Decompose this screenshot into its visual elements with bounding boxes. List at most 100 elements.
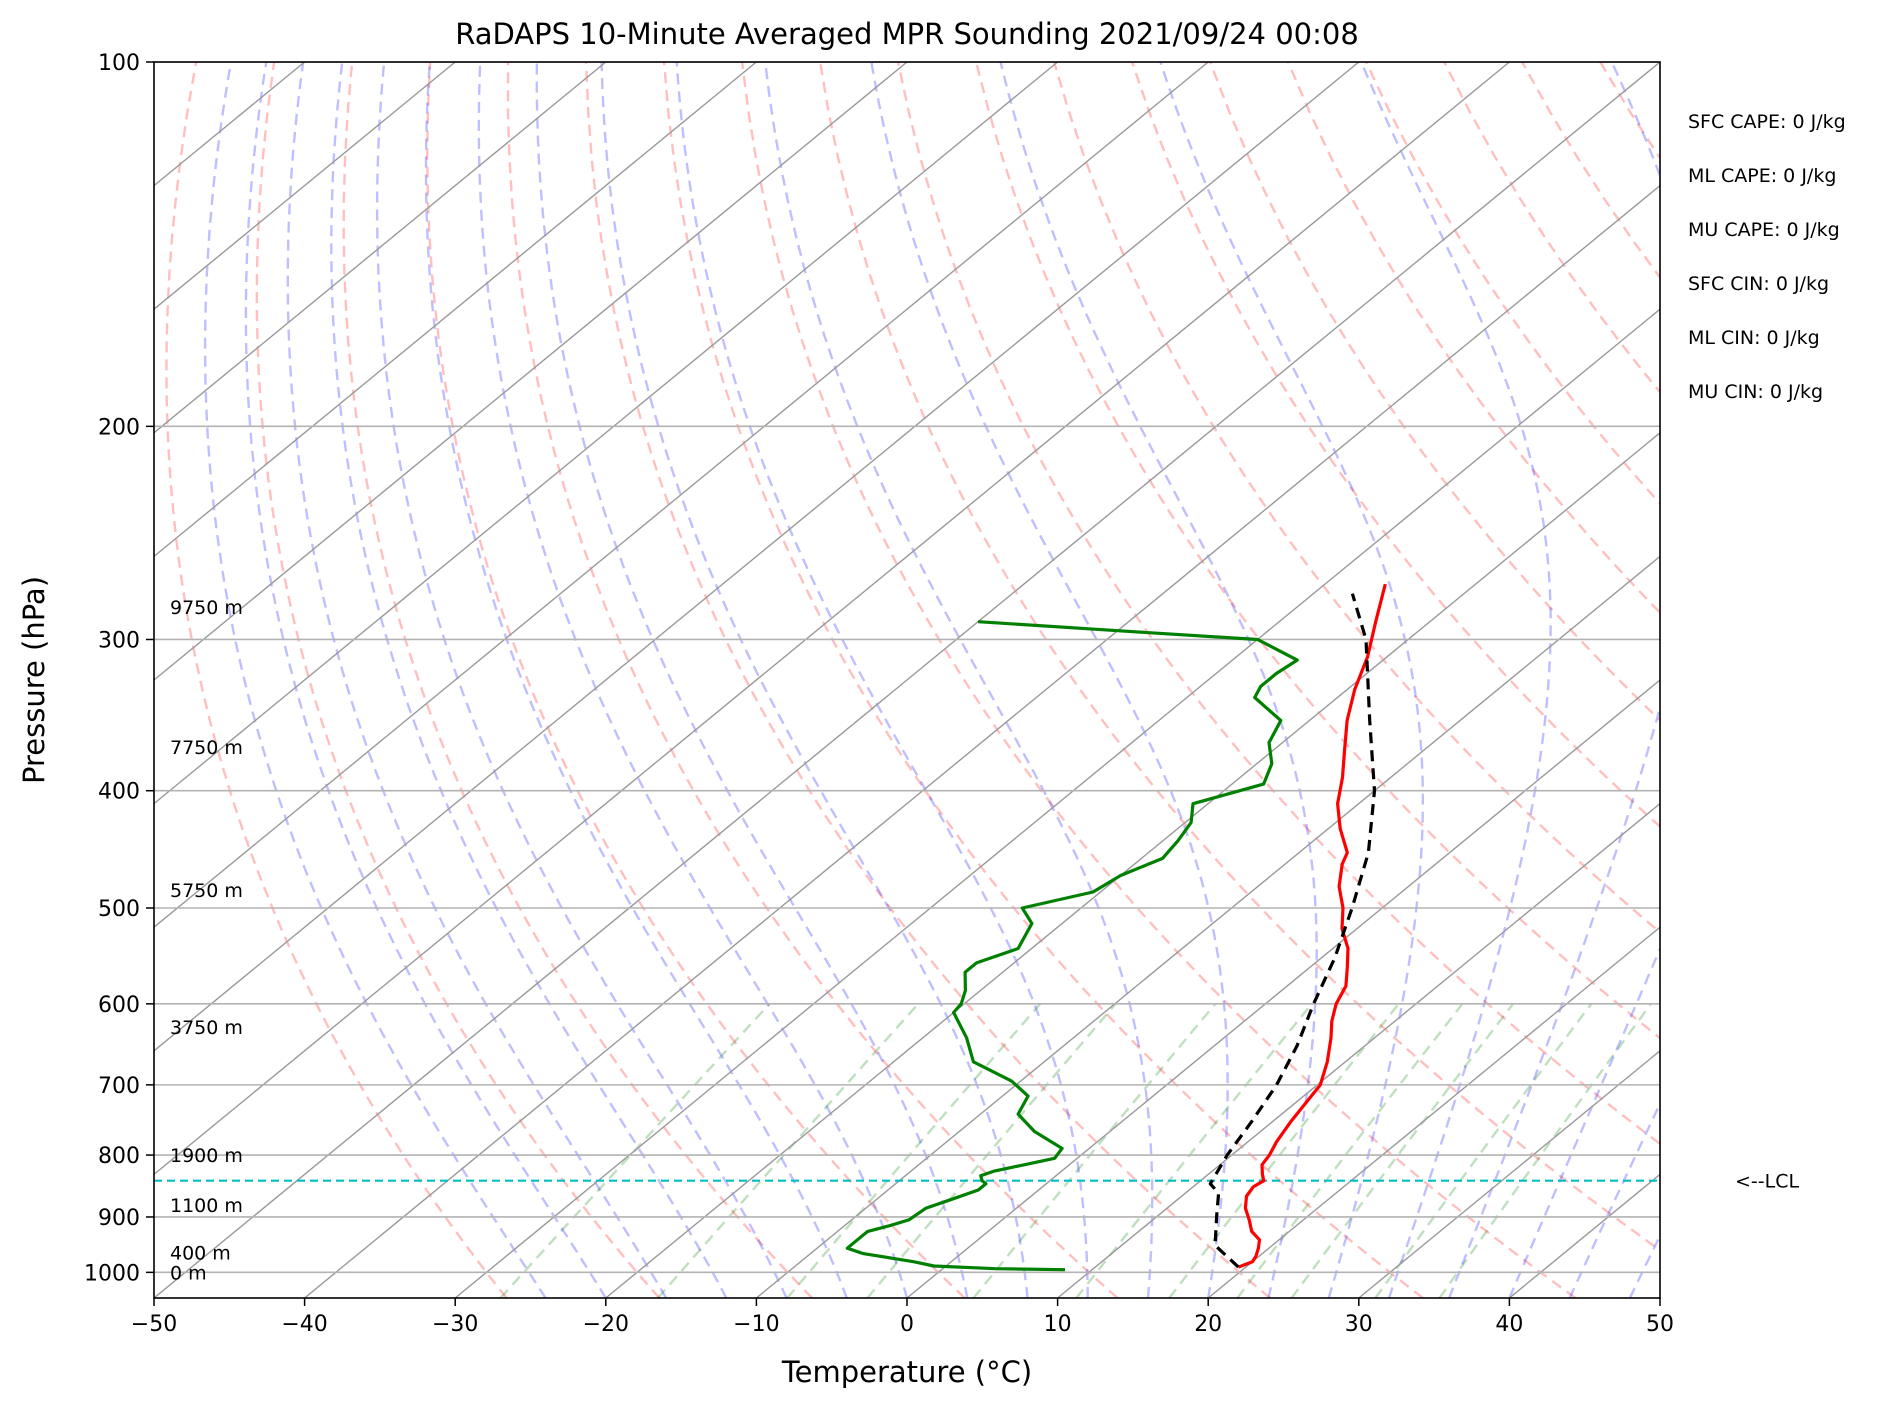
moist-adiabat [1568, 1101, 1660, 1298]
isotherm [1057, 802, 1660, 1298]
moist-adiabat [1159, 62, 1425, 1298]
x-tick-label: −20 [583, 1312, 629, 1337]
x-tick-label: −30 [432, 1312, 478, 1337]
x-tick-label: 20 [1194, 1312, 1222, 1337]
plot-area [154, 62, 1660, 1298]
x-tick-label: 50 [1646, 1312, 1674, 1337]
moist-adiabat [424, 62, 848, 1298]
y-tick-label: 500 [98, 897, 140, 922]
x-tick-label: −50 [131, 1312, 177, 1337]
stat-label: SFC CIN: 0 J/kg [1688, 273, 1829, 295]
dry-adiabat [896, 62, 1660, 1146]
moist-adiabat [675, 62, 1089, 1298]
mixing-ratio-lines [499, 1002, 1652, 1298]
isotherm [154, 62, 607, 434]
y-tick-label: 400 [98, 780, 140, 805]
mixing-ratio-line [1075, 1003, 1313, 1298]
lcl-annotation: <--LCL [1735, 1171, 1799, 1193]
moist-adiabat [870, 62, 1229, 1298]
height-label: 7750 m [170, 737, 243, 759]
x-tick-label: 30 [1345, 1312, 1373, 1337]
stat-label: ML CIN: 0 J/kg [1688, 327, 1820, 349]
x-axis-label: Temperature (°C) [781, 1355, 1032, 1389]
x-axis-ticks: −50 −40 −30 −20 −10 0 10 20 30 40 50 [131, 1298, 1674, 1337]
moist-adiabat [203, 62, 547, 1298]
x-tick-label: −40 [281, 1312, 327, 1337]
mixing-ratio-line [1236, 1003, 1464, 1298]
y-tick-label: 900 [98, 1206, 140, 1231]
isotherm [154, 62, 1660, 1298]
dry-adiabat [740, 62, 1577, 1298]
moist-adiabat [330, 62, 728, 1298]
moist-adiabat [535, 62, 969, 1298]
y-tick-label: 1000 [84, 1261, 140, 1286]
isotherm [154, 62, 1360, 1052]
height-label: 1900 m [170, 1145, 243, 1167]
stat-label: SFC CAPE: 0 J/kg [1688, 111, 1846, 133]
dry-adiabat [1052, 62, 1660, 934]
height-label: 0 m [170, 1262, 207, 1284]
dry-adiabat [584, 62, 1271, 1298]
isotherm [304, 184, 1660, 1298]
dry-adiabat [165, 62, 508, 1298]
dewpoint-profile-line [845, 620, 1299, 1272]
mixing-ratio-line [866, 1003, 1117, 1298]
mixing-ratio-line [1168, 1003, 1400, 1298]
parcel-profile-line [1208, 593, 1377, 1269]
height-labels: 9750 m 7750 m 5750 m 3750 m 1900 m 1100 m 400 … [170, 597, 243, 1284]
height-label: 400 m [170, 1243, 231, 1265]
dry-adiabat [342, 62, 813, 1298]
mixing-ratio-line [656, 1003, 920, 1298]
moist-adiabat [477, 62, 909, 1298]
isotherm [154, 62, 1059, 805]
isotherm [154, 62, 757, 558]
dry-adiabat [255, 62, 661, 1298]
dry-adiabat [662, 62, 1424, 1298]
mixing-ratio-line [499, 1002, 771, 1298]
dry-adiabats [165, 62, 1660, 1298]
mixing-ratio-line [972, 1003, 1217, 1298]
y-tick-label: 600 [98, 993, 140, 1018]
dry-adiabat [818, 62, 1660, 1252]
height-label: 5750 m [170, 880, 243, 902]
y-tick-label: 300 [98, 628, 140, 653]
x-tick-label: 40 [1495, 1312, 1523, 1337]
isotherm [755, 555, 1660, 1298]
x-tick-label: 0 [900, 1312, 914, 1337]
mixing-ratio-line [1290, 1003, 1515, 1298]
data-series [845, 583, 1387, 1272]
x-tick-label: 10 [1044, 1312, 1072, 1337]
dry-adiabat [1130, 62, 1660, 829]
stat-label: MU CAPE: 0 J/kg [1688, 219, 1840, 241]
y-tick-label: 800 [98, 1144, 140, 1169]
chart-title: RaDAPS 10-Minute Averaged MPR Sounding 2… [455, 17, 1359, 51]
isotherm [1358, 1049, 1660, 1298]
stat-label: ML CAPE: 0 J/kg [1688, 165, 1836, 187]
temperature-profile-line [1237, 583, 1387, 1269]
moist-adiabat [1448, 62, 1660, 1298]
moist-adiabat [999, 62, 1318, 1298]
isotherm [454, 308, 1660, 1298]
height-label: 1100 m [170, 1195, 243, 1217]
dry-adiabat [506, 62, 1119, 1298]
isotherm [154, 62, 908, 681]
moist-adiabat [286, 62, 668, 1298]
isotherm [1207, 926, 1660, 1298]
y-tick-label: 100 [98, 51, 140, 76]
moist-adiabat [375, 62, 788, 1298]
isotherm [154, 62, 1209, 929]
moist-adiabat [1508, 946, 1660, 1298]
y-tick-label: 700 [98, 1074, 140, 1099]
y-axis-ticks: 100 200 300 400 500 600 700 800 900 1000 [84, 51, 154, 1286]
isotherm [906, 679, 1660, 1298]
isotherm [154, 62, 1510, 1176]
moist-adiabats [203, 62, 1660, 1298]
height-label: 9750 m [170, 597, 243, 619]
moist-adiabat [1360, 62, 1552, 1298]
moist-adiabat [600, 62, 1029, 1298]
height-label: 3750 m [170, 1017, 243, 1039]
stat-label: MU CIN: 0 J/kg [1688, 381, 1823, 403]
isotherm-lines [154, 62, 1660, 1298]
mixing-ratio-line [786, 1003, 1042, 1298]
